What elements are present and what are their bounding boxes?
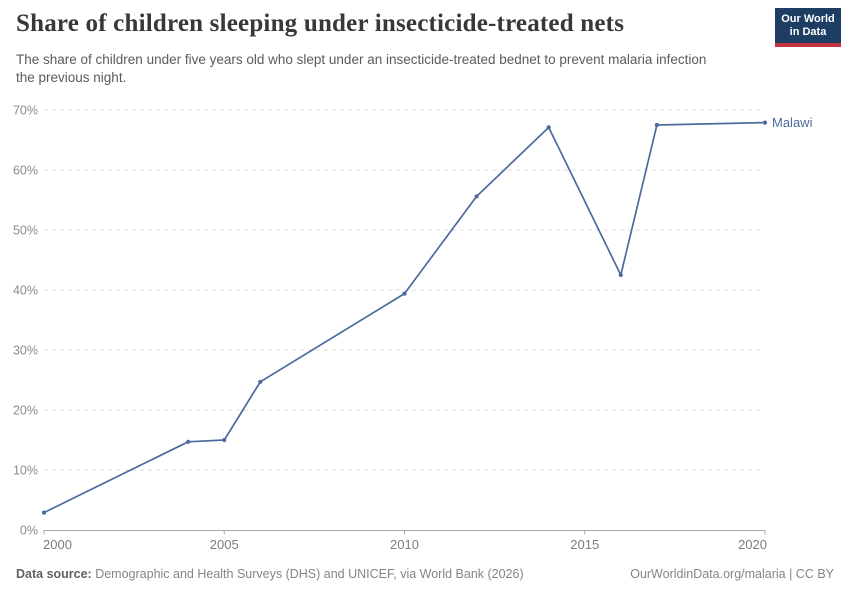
x-axis-label-2000: 2000 [43, 537, 72, 552]
data-source-label: Data source: [16, 567, 92, 581]
y-axis-label-70: 70% [13, 104, 38, 118]
y-axis-label-20: 20% [13, 404, 38, 418]
owid-logo[interactable]: Our World in Data [775, 8, 841, 47]
data-point-2017 [654, 122, 659, 128]
data-source-text: Demographic and Health Surveys (DHS) and… [91, 567, 524, 581]
malawi-line[interactable] [43, 121, 766, 514]
chart-subtitle: The share of children under five years o… [16, 52, 707, 85]
chart-title: Share of children sleeping under insecti… [16, 10, 625, 37]
data-point-2020 [762, 120, 768, 125]
x-axis-label-2010: 2010 [390, 537, 419, 552]
data-point-2004 [186, 439, 191, 444]
data-point-2010 [402, 291, 407, 296]
chart-footer: Data source: Demographic and Health Surv… [16, 567, 834, 581]
x-axis-label-2015: 2015 [570, 537, 599, 552]
y-axis-label-30: 30% [13, 344, 38, 358]
data-source-note: Data source: Demographic and Health Surv… [16, 567, 524, 581]
owid-logo-text-line2: in Data [789, 26, 827, 38]
entity-label-malawi[interactable]: Malawi [772, 115, 813, 130]
data-point-2000 [41, 510, 47, 515]
owid-logo-text-line1: Our World [781, 13, 835, 25]
y-axis-label-40: 40% [13, 284, 38, 298]
y-axis-label-10: 10% [13, 464, 38, 478]
data-point-2016 [618, 272, 623, 278]
x-axis-label-2005: 2005 [210, 537, 239, 552]
y-axis-label-60: 60% [13, 164, 38, 178]
y-axis-label-50: 50% [13, 224, 38, 238]
data-point-2014 [546, 125, 551, 130]
x-axis-label-2020: 2020 [738, 537, 767, 552]
credit-link[interactable]: OurWorldinData.org/malaria | CC BY [630, 567, 834, 581]
data-point-2012 [474, 194, 479, 199]
y-axis-label-0: 0% [20, 524, 38, 538]
data-point-2005 [222, 437, 227, 443]
data-point-2006 [258, 379, 263, 384]
